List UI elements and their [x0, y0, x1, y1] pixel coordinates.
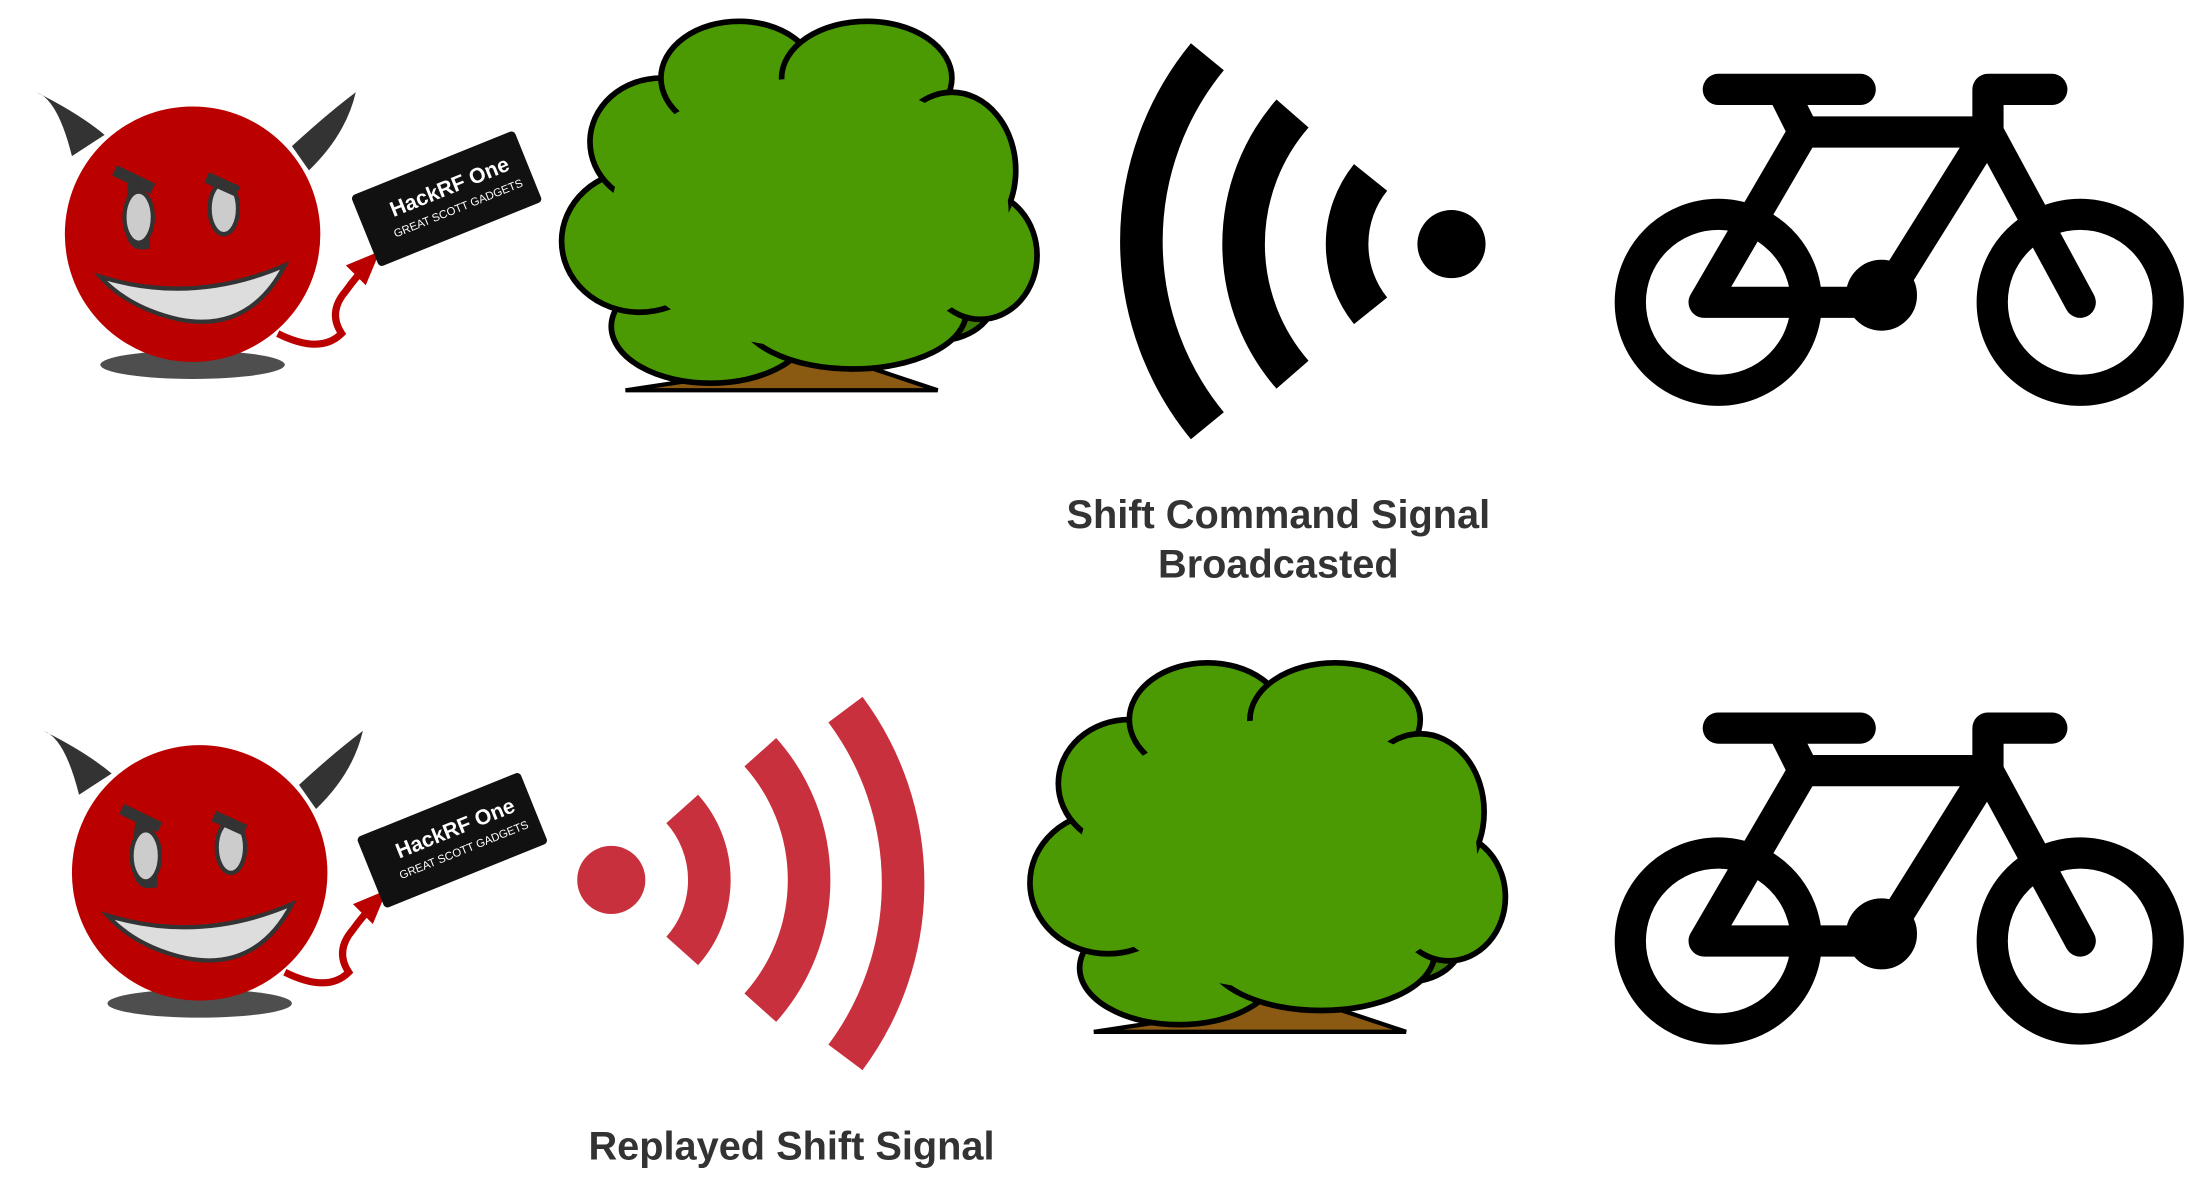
bicycle — [1630, 728, 2168, 1029]
attacker-icon — [36, 92, 379, 379]
caption: Replayed Shift Signal — [588, 1125, 994, 1169]
hackrf-device: HackRF One GREAT SCOTT GADGETS — [351, 131, 542, 266]
tree-obstacle — [562, 21, 1037, 390]
caption: Shift Command Signal — [1066, 493, 1490, 537]
tree-obstacle — [1030, 663, 1505, 1032]
hackrf-device: HackRF One GREAT SCOTT GADGETS — [357, 773, 547, 908]
bicycle — [1630, 89, 2168, 390]
signal-broadcast — [1120, 43, 1486, 440]
attacker-icon — [44, 731, 387, 1018]
caption: Broadcasted — [1158, 543, 1399, 587]
signal-replay — [577, 696, 925, 1071]
